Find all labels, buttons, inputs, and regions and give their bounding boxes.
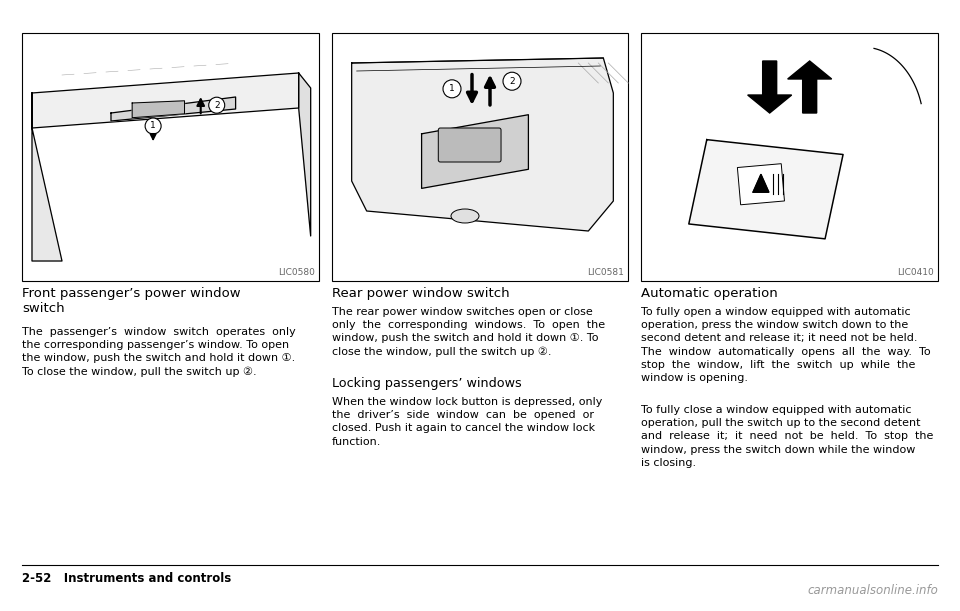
Text: Rear power window switch: Rear power window switch (331, 287, 510, 300)
Text: To fully open a window equipped with automatic
operation, press the window switc: To fully open a window equipped with aut… (641, 307, 931, 383)
Text: 2-52   Instruments and controls: 2-52 Instruments and controls (22, 573, 231, 585)
Text: 2: 2 (509, 77, 515, 86)
Bar (737, 164, 784, 205)
Bar (641, 33, 938, 281)
Text: 1: 1 (449, 84, 455, 93)
Text: Locking passengers’ windows: Locking passengers’ windows (331, 377, 521, 390)
Text: LIC0581: LIC0581 (588, 268, 624, 277)
Ellipse shape (451, 209, 479, 223)
Bar (331, 33, 629, 281)
Polygon shape (421, 115, 528, 188)
Polygon shape (748, 61, 792, 113)
Polygon shape (299, 73, 311, 236)
Polygon shape (32, 73, 299, 128)
Circle shape (503, 72, 521, 90)
Circle shape (208, 97, 225, 113)
Text: Front passenger’s power window
switch: Front passenger’s power window switch (22, 287, 241, 315)
Polygon shape (753, 174, 769, 192)
Circle shape (443, 80, 461, 98)
Polygon shape (111, 97, 235, 121)
Text: LIC0410: LIC0410 (898, 268, 934, 277)
Text: Automatic operation: Automatic operation (641, 287, 779, 300)
Polygon shape (32, 93, 62, 261)
Bar (22, 33, 319, 281)
Polygon shape (132, 101, 184, 118)
Text: 2: 2 (214, 101, 220, 110)
Text: When the window lock button is depressed, only
the  driver’s  side  window  can : When the window lock button is depressed… (331, 397, 602, 447)
Text: 1: 1 (150, 122, 156, 131)
Text: LIC0580: LIC0580 (277, 268, 315, 277)
Circle shape (145, 118, 161, 134)
Polygon shape (689, 140, 843, 239)
Text: The  passenger’s  window  switch  operates  only
the corresponding passenger’s w: The passenger’s window switch operates o… (22, 327, 296, 377)
Polygon shape (787, 61, 831, 113)
Polygon shape (351, 58, 613, 231)
Text: carmanualsonline.info: carmanualsonline.info (807, 585, 938, 598)
Text: The rear power window switches open or close
only  the  corresponding  windows. : The rear power window switches open or c… (331, 307, 605, 357)
FancyBboxPatch shape (439, 128, 501, 162)
Text: To fully close a window equipped with automatic
operation, pull the switch up to: To fully close a window equipped with au… (641, 405, 934, 468)
